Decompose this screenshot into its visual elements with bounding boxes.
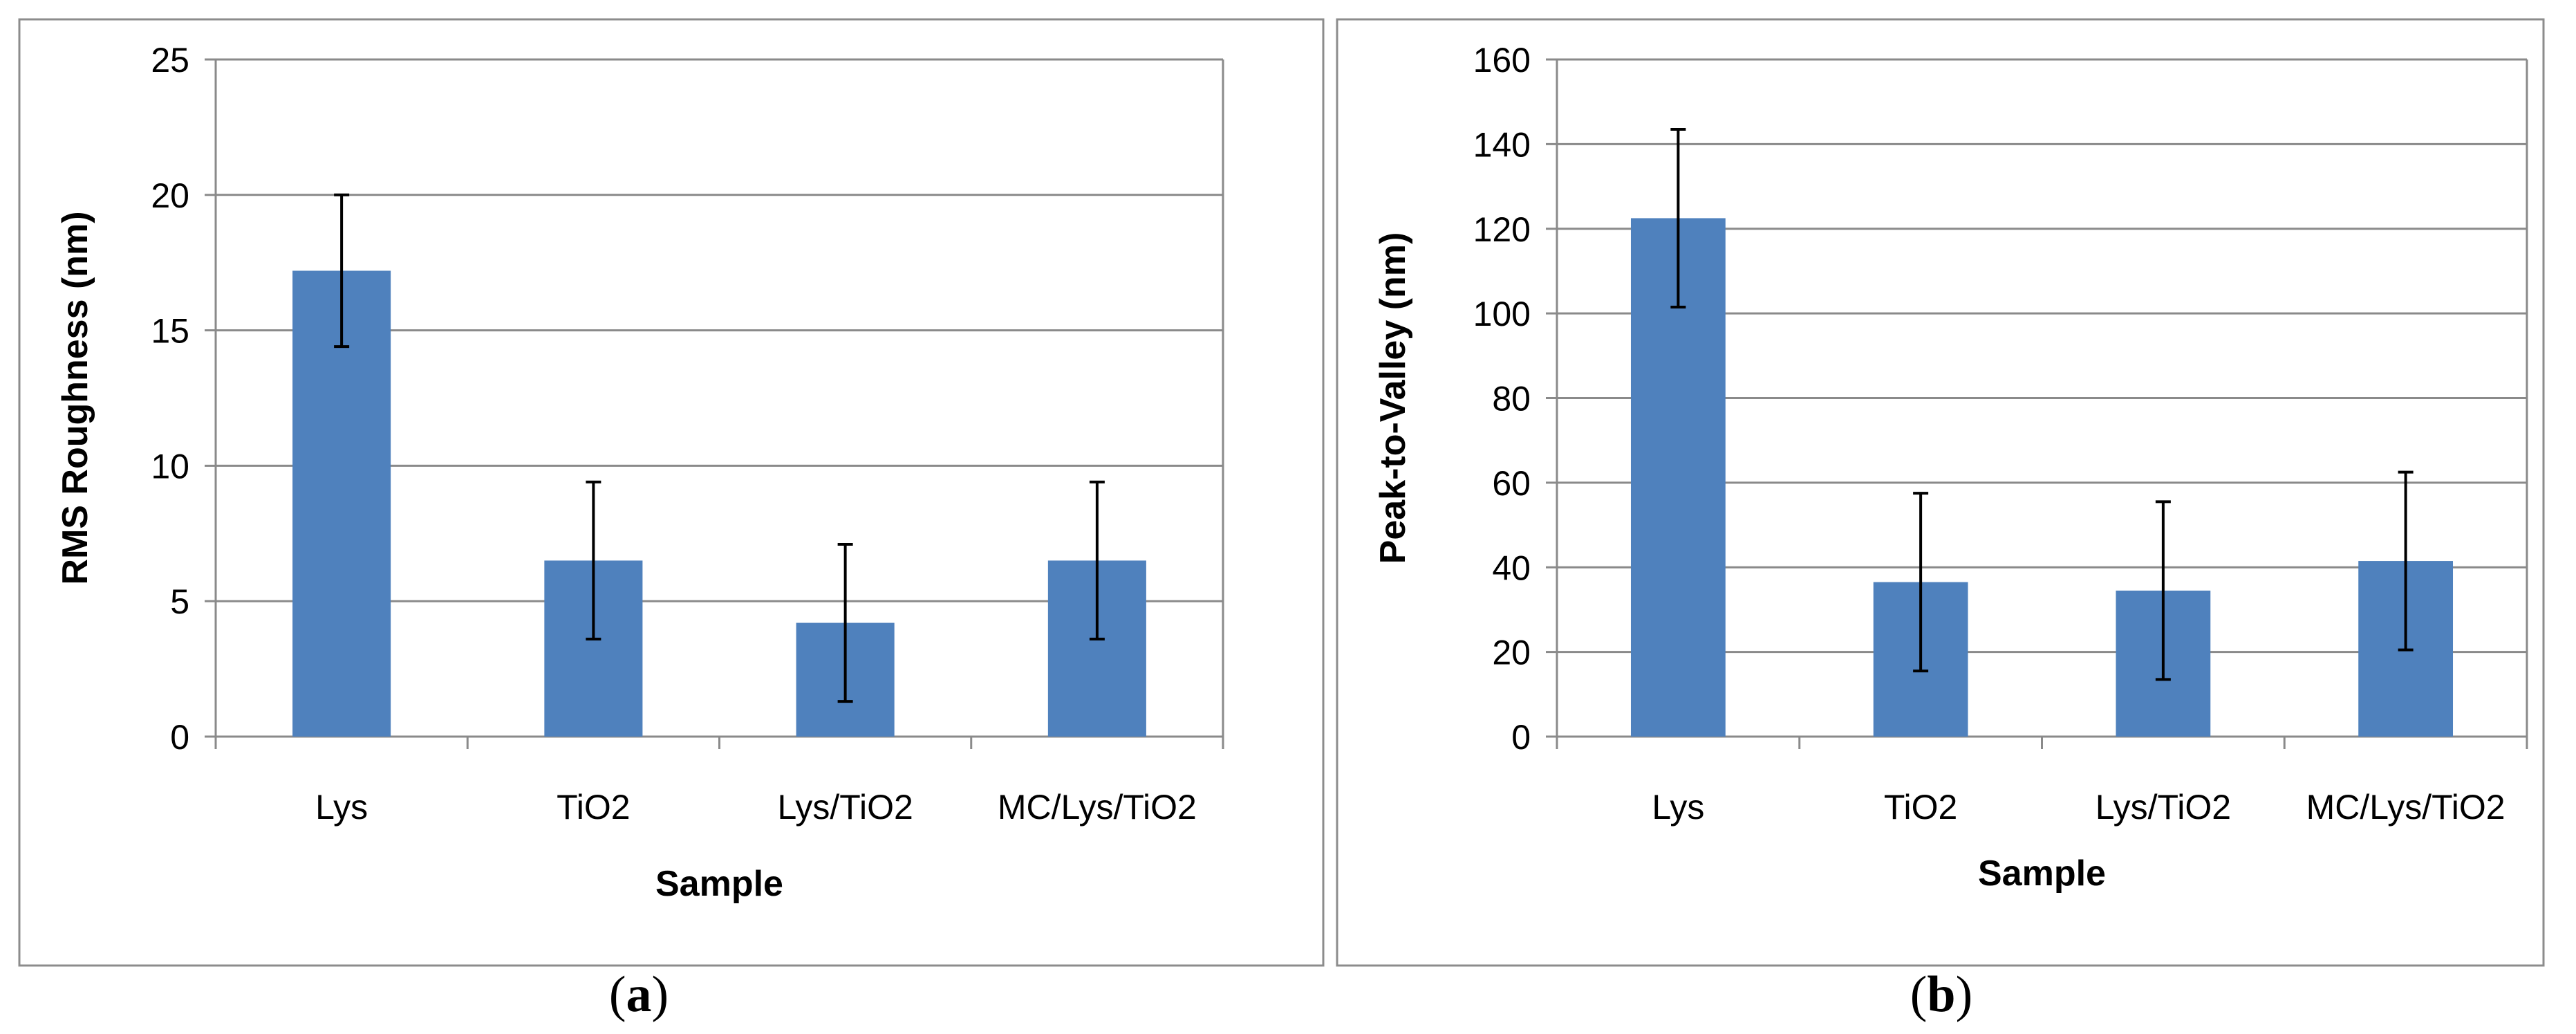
x-tick-label: Lys/TiO2 — [777, 788, 913, 827]
x-tick-label: MC/Lys/TiO2 — [2306, 788, 2505, 827]
y-tick-label: 120 — [1473, 210, 1531, 249]
y-tick-label: 20 — [151, 176, 189, 215]
panel-label: (b) — [1910, 966, 1972, 1023]
y-tick-label: 20 — [1492, 634, 1531, 672]
y-axis-title: Peak-to-Valley (nm) — [1373, 232, 1413, 564]
y-tick-label: 40 — [1492, 548, 1531, 587]
y-tick-label: 25 — [151, 41, 189, 80]
x-tick-label: TiO2 — [1884, 788, 1958, 827]
y-tick-label: 160 — [1473, 41, 1531, 80]
y-tick-label: 140 — [1473, 125, 1531, 164]
y-axis-title: RMS Roughness (nm) — [55, 211, 95, 584]
y-tick-label: 0 — [170, 718, 189, 757]
y-tick-label: 5 — [170, 582, 189, 621]
y-tick-label: 0 — [1511, 718, 1531, 757]
x-tick-label: TiO2 — [557, 788, 631, 827]
x-tick-label: Lys — [1652, 788, 1704, 827]
chart-panel-b: 0 20 40 60 80 100 120 140 160 Lys TiO2 Lys/TiO2 MC/L… — [1336, 18, 2545, 1023]
chart-frame — [1336, 18, 2545, 967]
bar-lys — [292, 270, 391, 737]
y-tick-label: 80 — [1492, 380, 1531, 418]
x-axis-title: Sample — [655, 864, 783, 904]
panel-label: (a) — [609, 966, 669, 1023]
y-tick-label: 15 — [151, 312, 189, 351]
x-tick-label: MC/Lys/TiO2 — [998, 788, 1197, 827]
x-tick-label: Lys — [315, 788, 368, 827]
y-tick-label: 100 — [1473, 295, 1531, 333]
y-tick-label: 60 — [1492, 464, 1531, 503]
chart-panel-a: 0 5 10 15 20 25 Lys TiO2 Lys/TiO2 MC/Lys/TiO2 Samp… — [18, 18, 1325, 1023]
x-tick-label: Lys/TiO2 — [2096, 788, 2231, 827]
y-tick-label: 10 — [151, 447, 189, 486]
x-axis-title: Sample — [1978, 853, 2106, 894]
chart-frame — [18, 18, 1325, 967]
